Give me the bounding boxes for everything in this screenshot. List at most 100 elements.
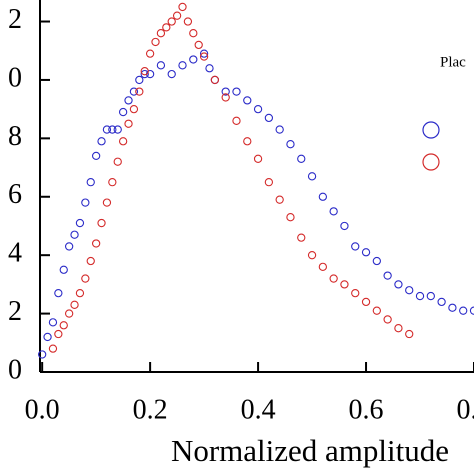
x-tick-label: 0.8 <box>457 394 474 425</box>
point <box>135 75 144 85</box>
point <box>97 218 106 228</box>
point <box>286 140 295 149</box>
point <box>124 96 133 105</box>
point <box>340 221 349 231</box>
point <box>394 324 403 333</box>
point <box>426 291 435 301</box>
point <box>91 239 101 248</box>
x-tick-label: 0.0 <box>25 394 60 425</box>
point <box>199 52 209 61</box>
point <box>97 137 106 146</box>
point <box>415 291 425 301</box>
point <box>351 242 360 251</box>
point <box>156 29 166 38</box>
point <box>448 303 457 312</box>
point <box>205 64 214 73</box>
point <box>221 87 230 96</box>
point <box>178 2 187 12</box>
point <box>275 125 284 134</box>
point <box>140 69 149 79</box>
point <box>81 198 90 207</box>
y-tick-label: 2 <box>8 4 22 35</box>
point <box>232 116 241 125</box>
point <box>199 49 209 58</box>
point <box>43 332 52 342</box>
point <box>361 297 371 307</box>
point <box>59 321 68 330</box>
point <box>286 213 295 222</box>
point <box>297 154 306 163</box>
point <box>129 104 139 114</box>
point <box>194 40 203 50</box>
point <box>118 107 128 117</box>
point <box>394 280 403 289</box>
point <box>135 87 144 96</box>
point <box>383 315 392 324</box>
point <box>129 87 139 96</box>
point <box>167 17 176 26</box>
point <box>243 137 252 146</box>
point <box>361 248 371 257</box>
point <box>329 207 338 216</box>
point <box>232 87 241 96</box>
x-axis-label: Normalized amplitude <box>171 433 449 468</box>
point <box>469 306 474 315</box>
x-tick-label: 0.4 <box>241 394 276 425</box>
point <box>253 104 263 114</box>
point <box>307 251 317 260</box>
legend-title: Plac <box>440 54 466 70</box>
point <box>210 75 220 85</box>
y-tick-label: 0 <box>8 62 22 93</box>
point <box>81 274 90 283</box>
point <box>172 11 182 20</box>
point <box>151 37 160 47</box>
point <box>113 157 122 166</box>
point <box>86 178 95 187</box>
point <box>162 23 171 32</box>
point <box>437 297 446 307</box>
point <box>405 286 414 295</box>
y-tick-label: 8 <box>8 121 22 152</box>
point <box>102 125 112 134</box>
legend-marker <box>422 121 440 139</box>
point <box>54 329 63 339</box>
point <box>64 309 74 318</box>
point <box>183 17 193 26</box>
point <box>48 318 58 327</box>
point <box>297 233 306 242</box>
point <box>38 350 47 359</box>
point <box>102 198 112 207</box>
point <box>156 61 166 70</box>
point <box>59 265 68 274</box>
point <box>64 242 74 251</box>
point <box>275 195 284 204</box>
point <box>459 306 468 315</box>
point <box>75 288 85 298</box>
point <box>124 119 133 128</box>
y-tick-label: 2 <box>8 296 22 327</box>
point <box>75 218 85 228</box>
point <box>318 192 328 201</box>
point <box>167 69 176 79</box>
point <box>264 178 274 187</box>
point <box>189 29 198 38</box>
point <box>221 93 230 102</box>
legend-marker <box>422 153 440 171</box>
point <box>383 271 392 280</box>
point <box>340 280 349 289</box>
point <box>189 55 198 64</box>
point <box>118 137 128 146</box>
point <box>243 96 252 105</box>
point <box>113 125 122 134</box>
point <box>372 306 381 315</box>
y-tick-label: 4 <box>8 238 22 269</box>
point <box>318 262 328 272</box>
point <box>86 256 95 266</box>
y-tick-label: 6 <box>8 179 22 210</box>
x-tick-label: 0.6 <box>349 394 384 425</box>
point <box>70 300 79 309</box>
point <box>372 256 381 266</box>
point <box>108 178 117 187</box>
point <box>108 125 117 134</box>
